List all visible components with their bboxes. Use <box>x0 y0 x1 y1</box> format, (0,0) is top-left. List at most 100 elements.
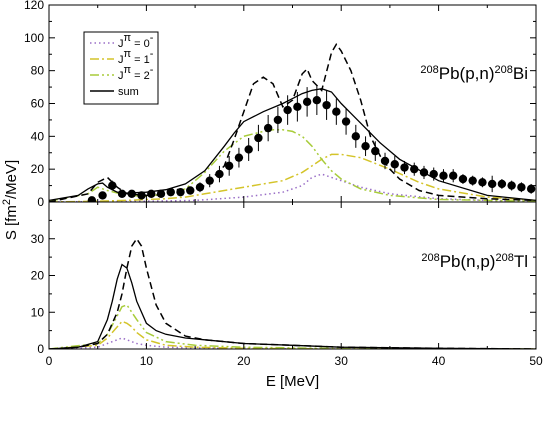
legend-label-j1: Jπ = 1- <box>118 48 154 66</box>
data-point <box>468 176 477 185</box>
data-point <box>517 183 526 192</box>
data-point <box>429 169 438 179</box>
legend-text: = 2 <box>131 70 150 82</box>
data-point <box>293 102 302 111</box>
data-point <box>400 163 409 172</box>
data-point <box>497 179 507 189</box>
mass-number: 208 <box>421 252 439 264</box>
top-reaction-label: 208Pb(p,n)208Bi <box>420 64 528 83</box>
data-point <box>254 133 263 143</box>
x-tick-label: 10 <box>140 354 154 368</box>
legend-text: J <box>118 38 124 50</box>
bottom-reaction-label: 208Pb(n,p)208Tl <box>421 252 528 271</box>
data-point <box>322 100 331 110</box>
legend: Jπ = 0-Jπ = 1-Jπ = 2-sum <box>83 31 159 105</box>
data-point <box>449 171 458 180</box>
y-tick-label: 20 <box>31 269 45 283</box>
data-point <box>244 145 253 154</box>
legend-label-j0: Jπ = 0- <box>118 32 154 50</box>
legend-sup: π <box>124 64 132 76</box>
legend-box <box>83 31 159 105</box>
y-tick-label: 80 <box>31 64 45 78</box>
data-point <box>127 189 136 198</box>
x-tick-label: 40 <box>432 354 446 368</box>
top-series-sum <box>49 88 536 202</box>
data-point <box>98 191 107 200</box>
data-point <box>341 117 351 126</box>
y-axis-title: S [fm2/MeV] <box>1 160 20 240</box>
mass-number: 208 <box>495 64 513 76</box>
bottom-series-dashed <box>49 237 536 349</box>
data-point <box>410 164 419 174</box>
x-tick-label: 50 <box>529 354 543 368</box>
y-tick-label: 0 <box>37 195 44 209</box>
data-point <box>332 107 341 116</box>
y-tick-label: 10 <box>31 305 45 319</box>
data-point <box>117 189 127 198</box>
data-point <box>361 141 370 151</box>
data-point <box>87 196 97 202</box>
legend-sup: - <box>150 64 154 76</box>
legend-text: = 0 <box>131 38 150 50</box>
x-tick-label: 30 <box>335 354 349 368</box>
data-point <box>137 191 146 200</box>
ylabel-sup: 2 <box>1 199 13 205</box>
legend-label-j2: Jπ = 2- <box>118 64 154 82</box>
legend-text: sum <box>118 86 139 98</box>
data-point <box>302 97 312 107</box>
data-point <box>273 115 283 125</box>
legend-text: = 1 <box>131 54 150 66</box>
bottom-plot-area <box>49 237 536 349</box>
data-point <box>458 174 468 184</box>
mass-number: 208 <box>495 252 513 264</box>
legend-label-sum: sum <box>118 86 139 98</box>
data-point <box>380 156 390 166</box>
top-series-j0 <box>49 173 536 202</box>
data-point <box>215 169 224 179</box>
data-point <box>205 176 214 185</box>
data-point <box>156 189 166 198</box>
legend-sup: - <box>150 48 154 60</box>
legend-text: J <box>118 70 124 82</box>
data-point <box>419 168 429 177</box>
reaction-part: Pb(n,p) <box>440 252 496 271</box>
legend-text: J <box>118 54 124 66</box>
y-tick-label: 120 <box>24 0 44 12</box>
legend-sup: - <box>150 32 154 44</box>
bottom-series-j0 <box>49 337 536 349</box>
legend-sup: π <box>124 32 132 44</box>
x-tick-label: 20 <box>237 354 251 368</box>
reaction-part: Bi <box>513 64 528 83</box>
data-point <box>478 178 487 187</box>
bottom-series-j1 <box>49 320 536 349</box>
reaction-part: Tl <box>514 252 528 271</box>
data-point <box>234 153 244 162</box>
data-point <box>439 171 448 180</box>
top-ticks: 0 20 40 60 80 100 120 <box>24 0 537 209</box>
bottom-series-j2 <box>49 303 536 349</box>
data-point <box>351 132 361 141</box>
top-plot-area <box>49 43 536 202</box>
data-point <box>312 96 322 105</box>
y-tick-label: 30 <box>31 232 45 246</box>
data-point <box>166 187 175 197</box>
data-point <box>371 146 380 156</box>
data-point <box>283 105 292 115</box>
data-point <box>147 189 156 198</box>
data-point <box>186 186 195 195</box>
y-tick-label: 20 <box>31 162 45 176</box>
bottom-axes-frame <box>48 201 537 350</box>
legend-sup: π <box>124 48 132 60</box>
mass-number: 208 <box>420 64 438 76</box>
data-point <box>263 123 273 133</box>
ylabel-text: S [fm <box>3 205 20 240</box>
top-series-j1 <box>49 153 536 202</box>
data-point <box>108 181 117 190</box>
data-point <box>195 183 205 192</box>
x-tick-label: 0 <box>46 354 53 368</box>
top-data-points <box>87 85 536 202</box>
data-point <box>224 161 234 171</box>
